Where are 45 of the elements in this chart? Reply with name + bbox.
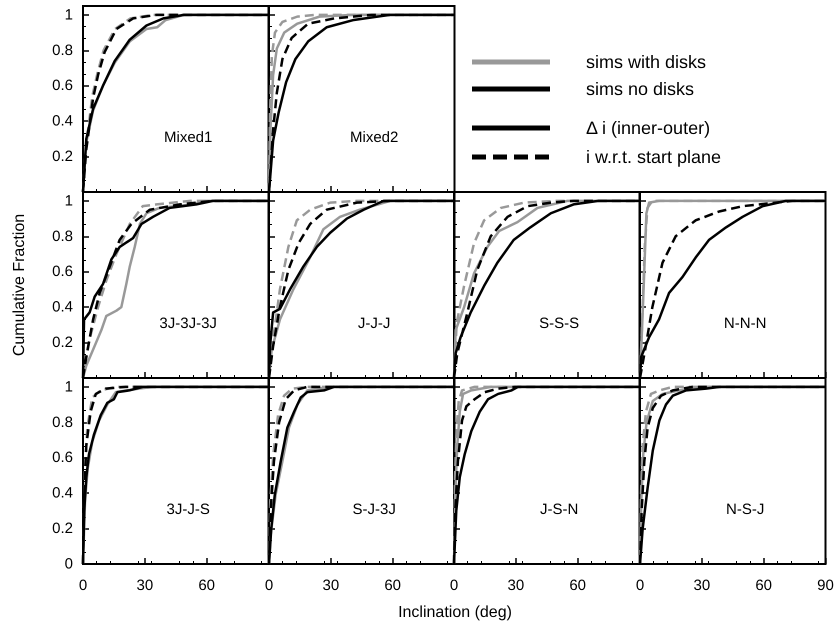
x-tick-label: 0 (78, 577, 88, 594)
y-tick-label: 1 (64, 6, 73, 24)
y-tick-label: 0.8 (52, 228, 73, 245)
text: S-J-3J (352, 501, 396, 518)
legend-label: i w.r.t. start plane (586, 146, 722, 168)
legend-label: Δ i (inner-outer) (586, 117, 710, 139)
x-tick-label: 0 (450, 577, 458, 594)
text: Mixed2 (349, 129, 398, 146)
y-tick-label: 0.8 (52, 42, 73, 59)
x-tick-label: 90 (816, 577, 834, 594)
x-tick-label: 30 (507, 577, 524, 594)
y-tick-label: 0.2 (52, 520, 73, 538)
y-tick-label: 0.2 (52, 334, 73, 352)
text: Mixed1 (164, 129, 212, 146)
x-tick-label: 30 (322, 577, 339, 594)
y-tick-label: 0.6 (52, 263, 73, 280)
y-tick-label: 0.4 (52, 484, 73, 502)
y-tick-label: 0.6 (52, 449, 73, 466)
y-tick-label: 0.4 (52, 112, 73, 130)
y-tick-label: 1 (64, 378, 73, 396)
legend-label: sims no disks (586, 78, 694, 100)
y-tick-label: 0.8 (52, 414, 73, 431)
x-tick-label: 60 (198, 577, 216, 594)
x-tick-label: 60 (754, 577, 772, 594)
legend-label: sims with disks (586, 51, 706, 73)
text: 3J-3J-3J (159, 315, 217, 332)
text: J-J-J (357, 315, 390, 332)
text: Inclination (deg) (397, 604, 513, 622)
x-tick-label: 60 (569, 577, 586, 594)
x-tick-label: 30 (136, 577, 154, 594)
y-tick-label: 0.4 (52, 298, 73, 316)
y-tick-label: 0 (64, 556, 73, 572)
text: S-S-S (539, 315, 580, 332)
x-tick-label: 30 (692, 577, 710, 594)
text: J-S-N (540, 501, 578, 518)
y-tick-label: 0.2 (52, 148, 73, 166)
text: N-N-N (723, 315, 766, 332)
y-tick-label: 0.6 (52, 77, 73, 94)
y-tick-label: 1 (64, 192, 73, 210)
x-tick-label: 0 (635, 577, 644, 594)
x-tick-label: 60 (384, 577, 401, 594)
text: Cumulative Fraction (11, 214, 29, 356)
x-tick-label: 0 (264, 577, 273, 594)
text: N-S-J (726, 501, 764, 518)
text: 3J-J-S (166, 501, 210, 518)
